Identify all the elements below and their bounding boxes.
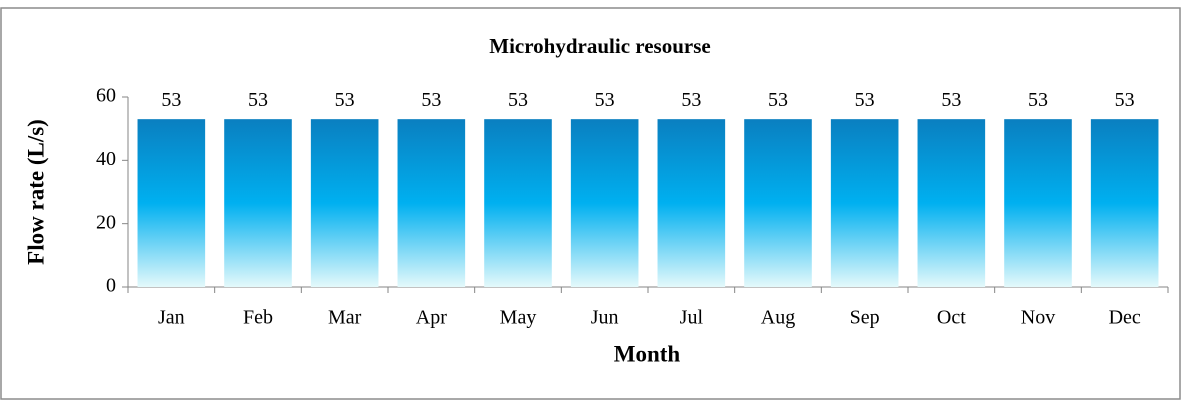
x-tick-label: Sep	[850, 307, 880, 329]
bar	[657, 119, 726, 288]
data-label: 53	[681, 89, 701, 111]
y-axis-label: Flow rate (L/s)	[23, 119, 48, 265]
data-label: 53	[161, 89, 181, 111]
y-tick-label: 60	[96, 85, 116, 107]
data-label: 53	[335, 89, 355, 111]
bar	[397, 119, 466, 288]
x-tick-label: Oct	[937, 307, 966, 329]
bar	[484, 119, 552, 288]
data-label: 53	[1115, 89, 1135, 111]
x-tick-label: Feb	[243, 307, 273, 329]
data-label: 53	[421, 89, 441, 111]
bar	[1090, 119, 1159, 288]
y-tick-label: 0	[106, 275, 116, 297]
x-tick-label: Jan	[158, 307, 185, 329]
data-label: 53	[768, 89, 788, 111]
x-tick-label: Apr	[416, 307, 447, 329]
x-tick-label: Dec	[1109, 307, 1141, 329]
bar	[310, 119, 379, 288]
x-tick-label: Jul	[680, 307, 704, 329]
data-label: 53	[595, 89, 615, 111]
bar	[744, 119, 812, 288]
data-label: 53	[248, 89, 268, 111]
x-tick-label: Nov	[1021, 307, 1055, 329]
data-label: 53	[941, 89, 961, 111]
x-tick-label: Mar	[328, 307, 362, 329]
x-axis-label: Month	[614, 341, 681, 366]
data-label: 53	[855, 89, 875, 111]
data-label: 53	[1028, 89, 1048, 111]
bar	[830, 119, 899, 288]
chart-title: Microhydraulic resourse	[489, 34, 710, 58]
bar	[224, 119, 292, 288]
bar	[1004, 119, 1072, 288]
data-label: 53	[508, 89, 528, 111]
bar	[570, 119, 639, 288]
bar	[137, 119, 206, 288]
x-tick-label: May	[500, 307, 537, 329]
y-tick-label: 40	[96, 148, 116, 170]
bar	[917, 119, 986, 288]
y-tick-label: 20	[96, 211, 116, 233]
x-tick-label: Jun	[591, 307, 619, 329]
x-tick-label: Aug	[761, 307, 795, 329]
